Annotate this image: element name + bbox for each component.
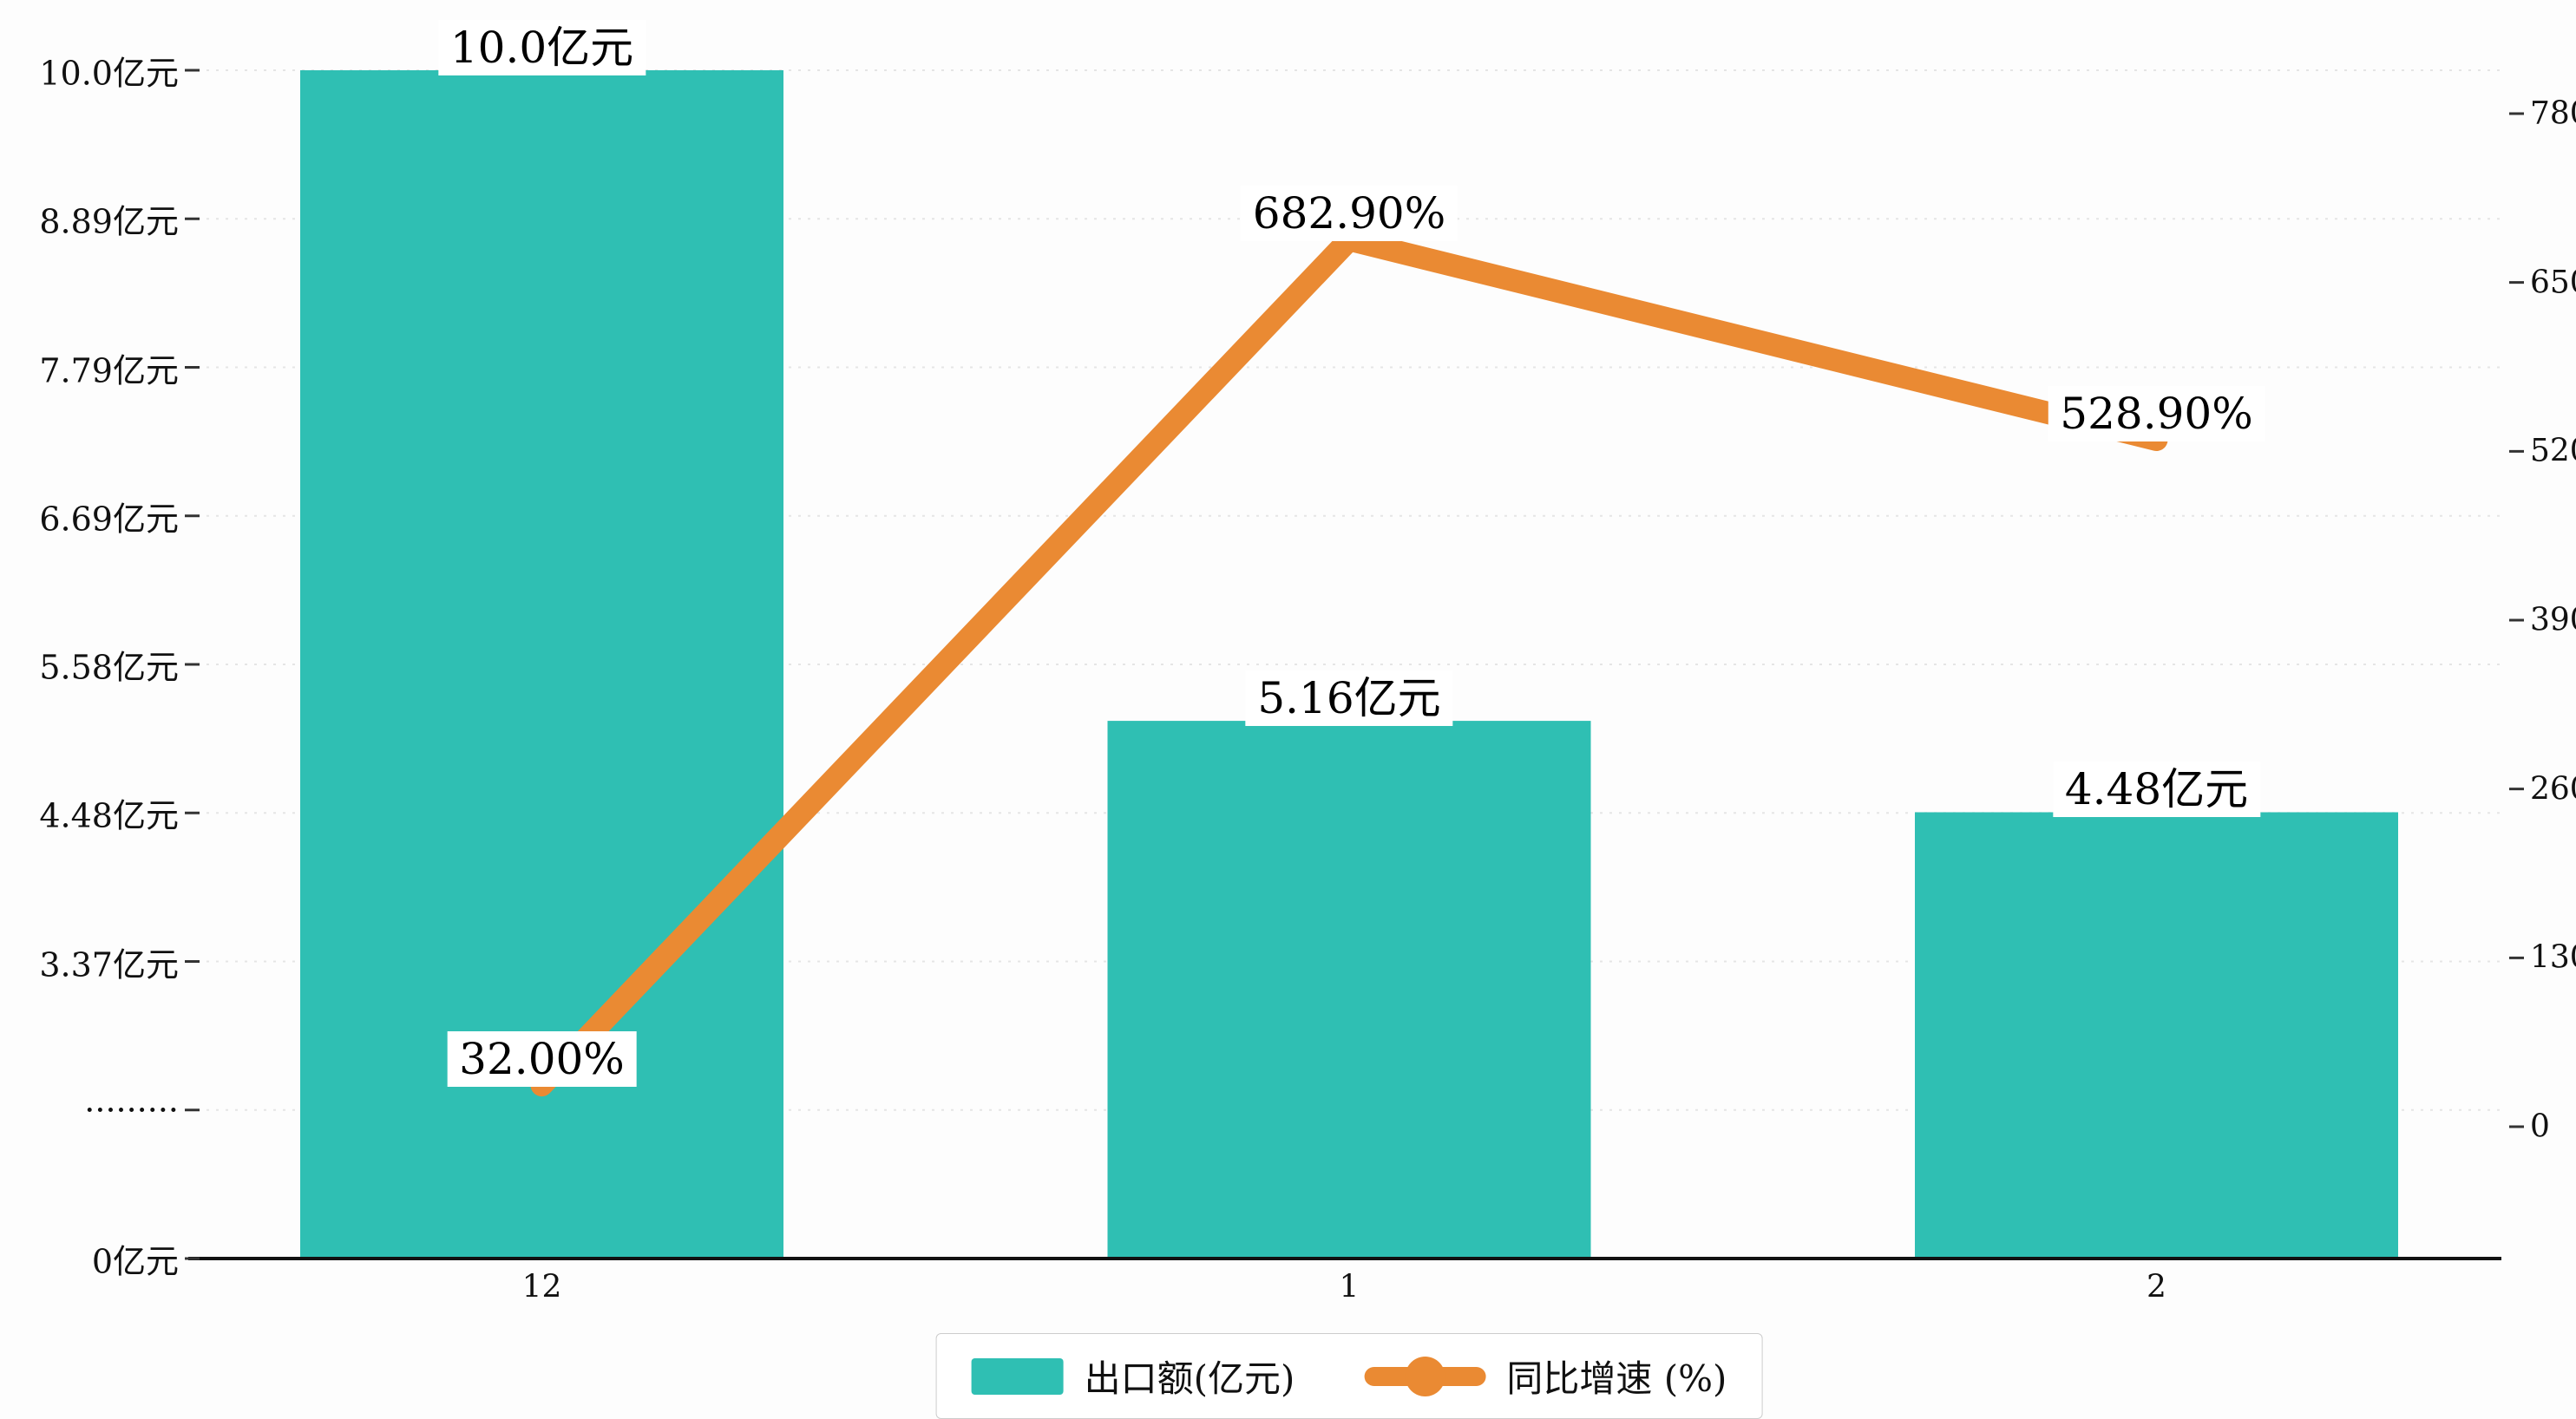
line-marker-dot-icon [1405,1356,1445,1396]
bar-2 [1915,812,2398,1259]
left-axis-tick-label: 7.79亿元 [39,351,179,389]
right-axis-tick-label: 780 [2530,95,2576,132]
legend: 出口额(亿元) 同比增速 (%) [935,1333,1763,1419]
bar-value-label: 5.16亿元 [1245,670,1453,727]
x-axis-label: 1 [1339,1269,1360,1305]
line-value-label: 32.00% [447,1031,637,1088]
left-axis-break-label: ········· [84,1090,179,1129]
legend-label: 同比增速 (%) [1506,1357,1727,1400]
right-axis-tick-label: 130 [2530,939,2576,976]
bar-value-label: 4.48亿元 [2052,762,2261,818]
right-axis-tick-label: 650 [2530,265,2576,301]
x-axis-label: 12 [521,1269,562,1305]
left-axis-tick-label: 0亿元 [91,1242,179,1281]
legend-item-growth-rate[interactable]: 同比增速 (%) [1364,1350,1727,1403]
right-axis-tick-label: 260 [2530,771,2576,808]
legend-label: 出口额(亿元) [1084,1357,1295,1400]
line-value-label: 528.90% [2048,386,2265,441]
legend-item-export-value[interactable]: 出口额(亿元) [971,1350,1295,1403]
left-axis-tick-label: 3.37亿元 [39,945,179,984]
x-axis-label: 2 [2147,1269,2166,1305]
left-axis-tick-label: 6.69亿元 [39,500,179,539]
left-axis-tick-label: 4.48亿元 [39,796,179,835]
left-axis-tick-label: 10.0亿元 [39,54,179,93]
bar-value-label: 10.0亿元 [437,20,646,75]
line-value-label: 682.90% [1240,186,1458,242]
right-axis-tick-label: 390 [2530,602,2576,638]
bar-1 [1107,721,1591,1259]
left-axis-tick-label: 8.89亿元 [39,202,179,241]
bar-series-swatch-icon [971,1357,1064,1395]
left-axis-tick-label: 5.58亿元 [39,648,179,687]
right-axis-tick-label: 520 [2530,433,2576,469]
line-series-swatch-icon [1364,1356,1486,1396]
right-axis-tick-label: 0 [2530,1108,2550,1145]
